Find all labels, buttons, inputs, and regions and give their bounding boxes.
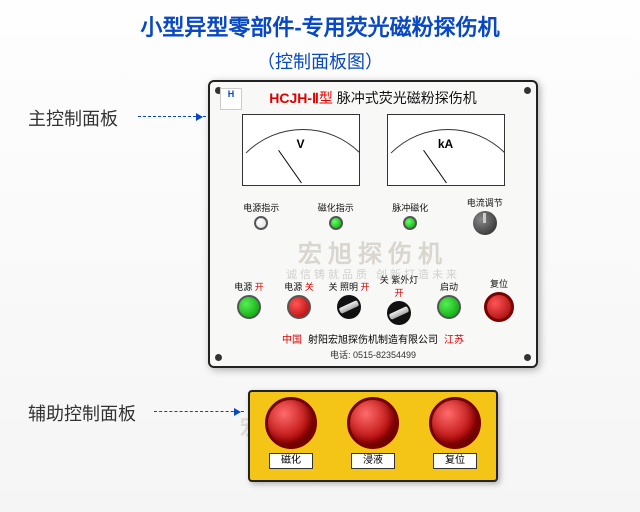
ammeter: kA (387, 114, 505, 186)
power-off-button[interactable] (287, 295, 311, 319)
mush-mag[interactable]: 磁化 (262, 397, 320, 475)
mag-indicator (329, 216, 343, 230)
power-indicator (254, 216, 268, 230)
reset-button[interactable] (484, 292, 514, 322)
logo-icon: H (220, 88, 242, 110)
watermark: 宏旭探伤机 (210, 234, 536, 269)
main-control-panel: H HCJH-Ⅱ型 脉冲式荧光磁粉探伤机 V kA 电源指示 磁化指示 脉冲磁化… (208, 80, 538, 368)
power-on-button[interactable] (237, 295, 261, 319)
panel-title: HCJH-Ⅱ型 脉冲式荧光磁粉探伤机 (210, 82, 536, 110)
start-button[interactable] (437, 295, 461, 319)
current-knob[interactable] (473, 211, 497, 235)
arrow-aux (154, 411, 244, 412)
page-title: 小型异型零部件-专用荧光磁粉探伤机 (0, 0, 640, 42)
watermark-sub: 诚信铸就品质 创新打造未来 (210, 266, 536, 282)
mush-reset[interactable]: 复位 (426, 397, 484, 475)
indicator-row: 电源指示 磁化指示 脉冲磁化 电流调节 (210, 196, 536, 237)
page-subtitle: （控制面板图） (0, 48, 640, 74)
aux-panel-label: 辅助控制面板 (28, 400, 136, 426)
light-switch[interactable] (337, 295, 361, 319)
pulse-indicator (403, 216, 417, 230)
arrow-main (138, 116, 206, 117)
uv-switch[interactable] (387, 301, 411, 325)
aux-control-panel: 磁化 浸液 复位 (248, 390, 498, 482)
voltmeter: V (242, 114, 360, 186)
telephone: 电话: 0515-82354499 (210, 348, 536, 361)
company-line: 中国射阳宏旭探伤机制造有限公司江苏 (210, 331, 536, 346)
main-panel-label: 主控制面板 (28, 105, 118, 131)
mush-dip[interactable]: 浸液 (344, 397, 402, 475)
